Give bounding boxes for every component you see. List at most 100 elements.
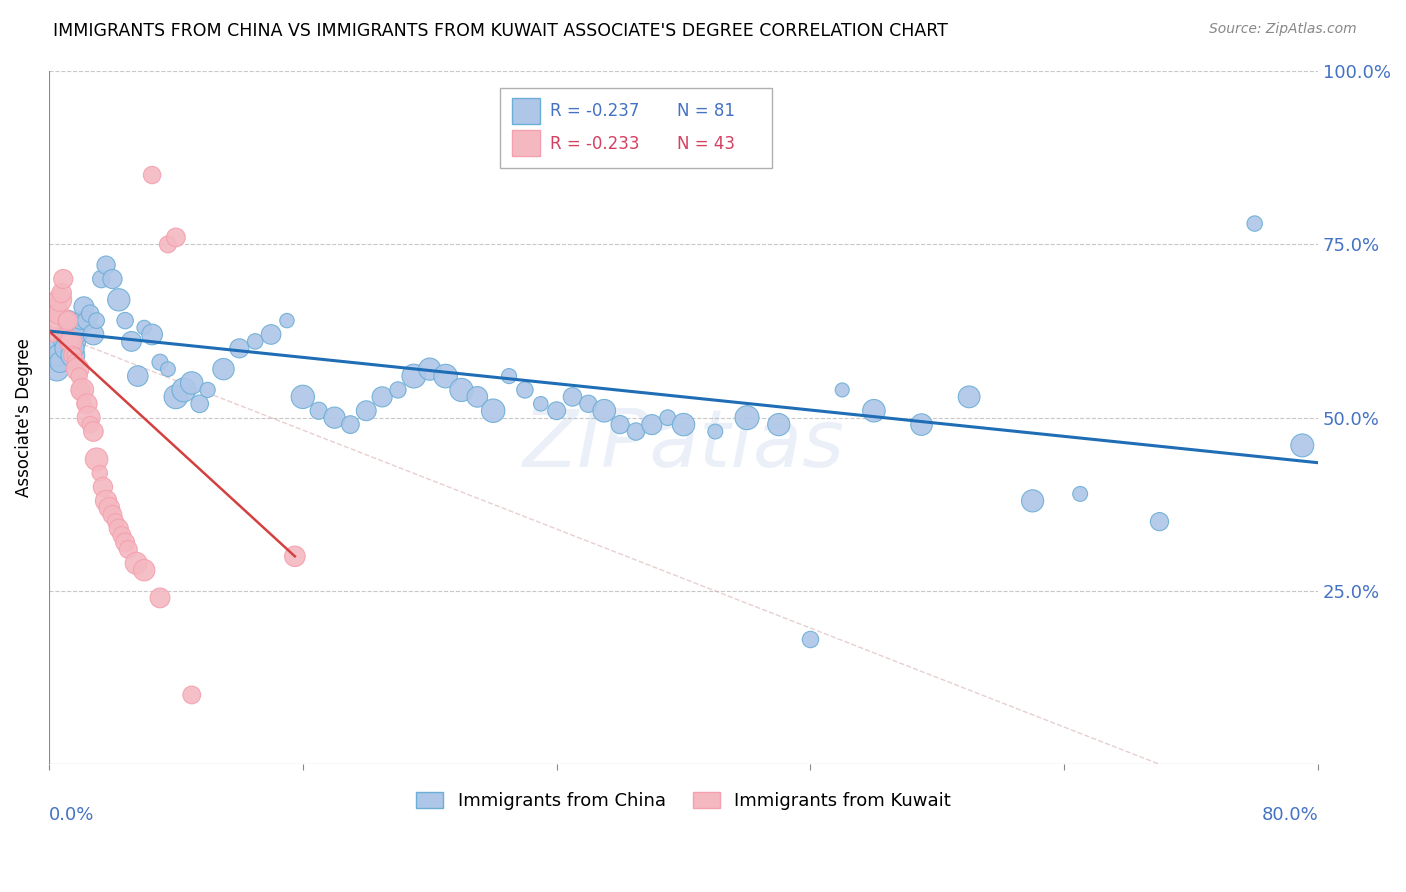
Point: [165, 390, 187, 404]
Point: [73, 397, 96, 411]
Text: N = 81: N = 81: [678, 103, 735, 120]
Y-axis label: Associate's Degree: Associate's Degree: [15, 338, 32, 497]
Point: [72, 383, 94, 397]
Point: [624, 425, 647, 439]
Point: [79, 307, 101, 321]
Point: [117, 542, 139, 557]
Point: [957, 390, 980, 404]
Point: [276, 313, 298, 327]
Text: R = -0.237: R = -0.237: [550, 103, 640, 120]
Point: [111, 528, 134, 542]
Point: [576, 397, 599, 411]
Point: [1021, 493, 1043, 508]
Point: [62, 348, 84, 362]
Point: [134, 563, 156, 577]
FancyBboxPatch shape: [512, 130, 540, 156]
Point: [419, 362, 441, 376]
Point: [482, 403, 505, 417]
Point: [910, 417, 932, 432]
Point: [546, 403, 568, 417]
Point: [58, 334, 80, 349]
Point: [1149, 515, 1171, 529]
Point: [90, 272, 112, 286]
Point: [42, 342, 65, 356]
Point: [284, 549, 307, 564]
Point: [180, 376, 202, 390]
Point: [1291, 438, 1313, 452]
Point: [1069, 487, 1091, 501]
Point: [212, 362, 235, 376]
Point: [339, 417, 361, 432]
Point: [41, 327, 63, 342]
Point: [51, 334, 73, 349]
Point: [44, 313, 66, 327]
Point: [107, 522, 129, 536]
Point: [107, 293, 129, 307]
Point: [65, 342, 87, 356]
Point: [53, 320, 76, 334]
Point: [323, 410, 346, 425]
Point: [94, 493, 117, 508]
Point: [1243, 217, 1265, 231]
Point: [188, 397, 211, 411]
Point: [94, 258, 117, 272]
Point: [173, 383, 195, 397]
Point: [434, 369, 457, 384]
Point: [52, 272, 75, 286]
Text: 80.0%: 80.0%: [1261, 805, 1319, 824]
Point: [197, 383, 219, 397]
Point: [165, 230, 187, 244]
Point: [49, 355, 72, 369]
Point: [156, 237, 179, 252]
Point: [127, 369, 149, 384]
Point: [76, 397, 98, 411]
Point: [245, 334, 267, 349]
Point: [387, 383, 409, 397]
Text: ZIPatlas: ZIPatlas: [523, 407, 845, 484]
Point: [63, 348, 86, 362]
Point: [60, 334, 83, 349]
Point: [672, 417, 695, 432]
Point: [89, 466, 111, 480]
Text: N = 43: N = 43: [678, 135, 735, 153]
Point: [45, 300, 67, 314]
FancyBboxPatch shape: [512, 98, 540, 125]
Point: [76, 313, 98, 327]
Point: [402, 369, 425, 384]
Point: [91, 480, 114, 494]
Point: [593, 403, 616, 417]
Point: [52, 327, 75, 342]
Point: [86, 452, 108, 467]
Point: [55, 342, 77, 356]
Point: [291, 390, 314, 404]
Point: [49, 293, 72, 307]
Point: [156, 362, 179, 376]
Point: [60, 334, 83, 349]
Point: [48, 348, 70, 362]
Point: [498, 369, 520, 384]
Point: [55, 313, 77, 327]
Point: [465, 390, 488, 404]
Point: [704, 425, 727, 439]
Point: [53, 327, 76, 342]
Point: [609, 417, 631, 432]
Point: [69, 383, 91, 397]
Point: [77, 410, 100, 425]
Point: [51, 285, 73, 300]
Point: [114, 535, 136, 549]
Point: [121, 334, 143, 349]
Point: [149, 355, 172, 369]
Point: [82, 327, 104, 342]
Point: [125, 556, 148, 570]
Point: [735, 410, 758, 425]
Point: [69, 313, 91, 327]
Point: [114, 313, 136, 327]
Point: [67, 327, 90, 342]
Point: [561, 390, 583, 404]
Point: [141, 327, 163, 342]
Text: IMMIGRANTS FROM CHINA VS IMMIGRANTS FROM KUWAIT ASSOCIATE'S DEGREE CORRELATION C: IMMIGRANTS FROM CHINA VS IMMIGRANTS FROM…: [53, 22, 948, 40]
Point: [101, 508, 124, 522]
Text: 0.0%: 0.0%: [49, 805, 94, 824]
Point: [260, 327, 283, 342]
Point: [67, 369, 90, 384]
